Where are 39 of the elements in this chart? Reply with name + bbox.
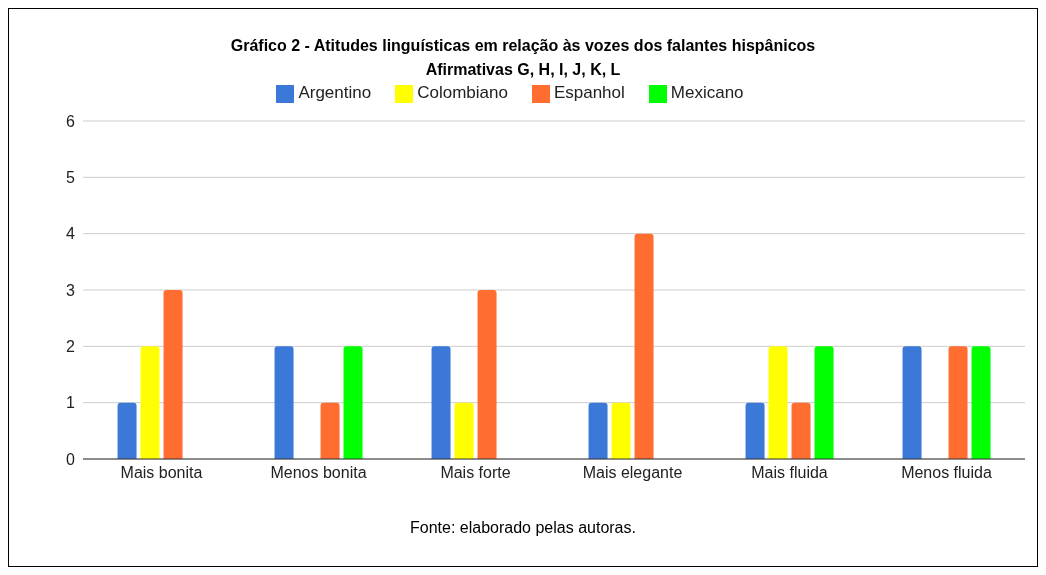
y-tick-label: 0 <box>66 450 76 468</box>
bar <box>611 402 631 459</box>
legend-label: Mexicano <box>670 83 744 102</box>
bar <box>163 290 183 459</box>
bar <box>117 402 137 459</box>
x-tick-label: Menos bonita <box>270 464 367 482</box>
bar <box>902 346 922 459</box>
chart-title: Gráfico 2 - Atitudes linguísticas em relação às vozes dos falantes hispânicos <box>229 37 817 55</box>
bar <box>477 290 497 459</box>
legend-label: Espanhol <box>553 83 625 102</box>
x-tick-label: Mais fluida <box>751 464 828 482</box>
y-tick-label: 2 <box>66 338 76 356</box>
bar <box>791 402 811 459</box>
x-tick-label: Mais bonita <box>120 464 203 482</box>
bar <box>274 346 294 459</box>
bar <box>320 402 340 459</box>
source-note: Fonte: elaborado pelas autoras. <box>409 519 637 537</box>
x-tick-label: Mais elegante <box>582 464 683 482</box>
x-tick-label: Mais forte <box>440 464 511 482</box>
bar <box>971 346 991 459</box>
legend-label: Colombiano <box>417 83 508 102</box>
bar <box>588 402 608 459</box>
y-tick-label: 4 <box>66 225 76 243</box>
bar <box>431 346 451 459</box>
bar <box>768 346 788 459</box>
bar <box>948 346 968 459</box>
bar <box>454 402 474 459</box>
legend-label: Argentino <box>298 83 372 102</box>
bar <box>343 346 363 459</box>
bar <box>634 233 654 459</box>
x-tick-label: Menos fluida <box>901 464 992 482</box>
bar <box>745 402 765 459</box>
y-tick-label: 1 <box>66 394 76 412</box>
bar <box>814 346 834 459</box>
chart-subtitle: Afirmativas G, H, I, J, K, L <box>424 61 622 79</box>
y-tick-label: 6 <box>66 112 76 130</box>
bar <box>140 346 160 459</box>
y-tick-label: 5 <box>66 169 76 187</box>
y-tick-label: 3 <box>66 281 76 299</box>
